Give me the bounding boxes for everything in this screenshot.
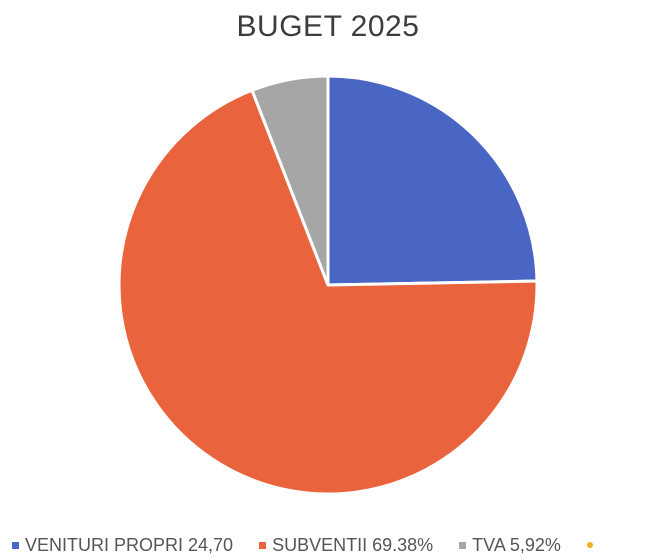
legend-item-tva: TVA 5,92%: [459, 535, 561, 556]
pie-slice-subventii: [117, 88, 539, 496]
legend-label-subventii: SUBVENTII 69.38%: [272, 534, 434, 555]
legend-item-extra: [586, 542, 599, 548]
legend-item-venituri: VENITURI PROPRI 24,70: [12, 535, 233, 556]
chart-title: BUGET 2025: [236, 10, 420, 43]
legend-swatch-extra: [586, 542, 593, 548]
legend-label-venituri: VENITURI PROPRI 24,70: [25, 534, 234, 555]
pie-plot: [117, 74, 539, 496]
legend-swatch-subventii: [259, 541, 267, 549]
legend-swatch-venituri: [12, 541, 19, 549]
legend-swatch-tva: [459, 541, 467, 549]
chart-legend: VENITURI PROPRI 24,70 SUBVENTII 69.38% T…: [12, 534, 625, 556]
pie-slice-venituri: [326, 74, 539, 287]
pie-slice-tva: [250, 74, 330, 287]
legend-item-subventii: SUBVENTII 69.38%: [259, 535, 433, 556]
legend-label-tva: TVA 5,92%: [472, 534, 561, 555]
